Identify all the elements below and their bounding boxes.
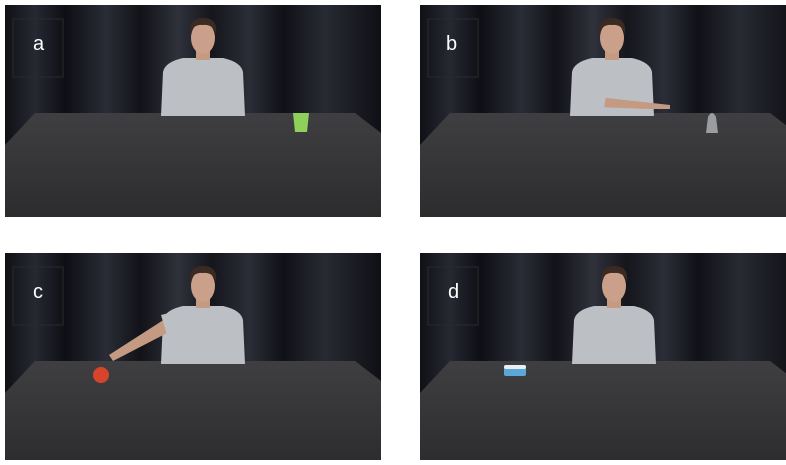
panel-label: a	[33, 33, 45, 55]
panel: d	[420, 253, 786, 460]
panel: b	[420, 5, 786, 217]
panel: c	[5, 253, 381, 460]
panel-label: b	[446, 33, 457, 55]
panel: a	[5, 5, 381, 217]
panel-label: c	[33, 281, 43, 303]
panel-label: d	[448, 281, 459, 303]
figure: a b c d	[0, 0, 786, 460]
